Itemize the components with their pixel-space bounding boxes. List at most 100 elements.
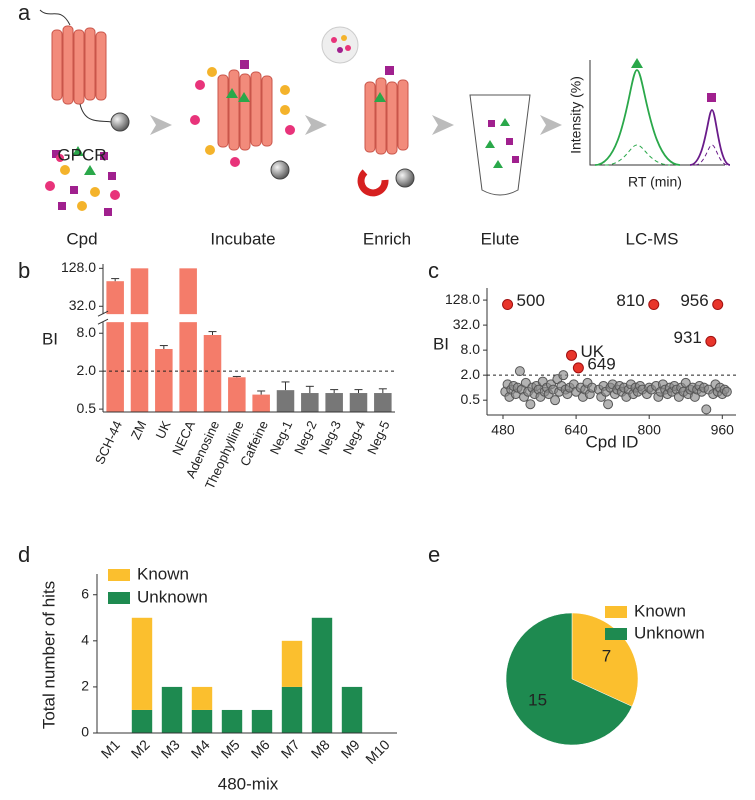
y-tick-label: 8.0	[77, 324, 97, 340]
enrich-icon	[321, 26, 415, 197]
y-tick-label: 2.0	[461, 366, 481, 382]
axis-label: Intensity (%)	[568, 76, 584, 154]
y-tick-label: 0.5	[461, 391, 481, 407]
point-label: UK	[581, 342, 605, 361]
axis-break-mark	[97, 310, 109, 317]
y-tick-label: 128.0	[445, 291, 480, 307]
compound-icons	[45, 146, 120, 216]
x-tick-label: Neg-5	[364, 418, 393, 456]
x-tick-label: M4	[188, 736, 213, 761]
legend-label: Unknown	[137, 587, 208, 606]
bar	[325, 393, 343, 412]
panel-letter: d	[18, 542, 30, 567]
y-tick-label: 32.0	[453, 316, 480, 332]
bar-segment	[341, 686, 363, 733]
panel-letter: e	[428, 542, 440, 567]
x-tick-label: M1	[98, 736, 123, 761]
legend-swatch	[605, 628, 627, 640]
incubate-icon	[190, 60, 295, 180]
point-label: 500	[517, 291, 545, 310]
axis-label: RT (min)	[628, 174, 682, 190]
y-tick-label: 128.0	[61, 259, 96, 275]
x-tick-label: 800	[638, 422, 662, 438]
diagram-label: GPCR	[57, 145, 106, 164]
panel-letter: c	[428, 258, 439, 283]
x-tick-label: M6	[248, 736, 273, 761]
bar-segment	[191, 686, 213, 710]
bar-segment	[161, 686, 183, 733]
point	[701, 404, 712, 415]
y-tick-label: 32.0	[69, 297, 96, 313]
legend-swatch	[108, 569, 130, 581]
bar	[203, 335, 222, 412]
bar	[106, 281, 124, 412]
y-tick-label: 2.0	[77, 362, 97, 378]
x-tick-label: 960	[711, 422, 735, 438]
legend-swatch	[605, 606, 627, 618]
x-tick-label: M8	[308, 736, 333, 761]
bar	[276, 390, 295, 412]
panel-letter: a	[18, 0, 31, 25]
y-tick-label: 0	[81, 724, 89, 740]
point	[558, 370, 569, 381]
x-tick-label: UK	[152, 418, 173, 441]
diagram-label: LC-MS	[626, 229, 679, 248]
bar-segment	[131, 617, 153, 710]
x-tick-label: 640	[564, 422, 588, 438]
y-tick-label: 2	[81, 678, 89, 694]
point	[502, 299, 514, 311]
bar	[301, 393, 319, 412]
legend-label: Known	[634, 601, 686, 620]
bar	[252, 394, 270, 412]
bar	[228, 377, 246, 412]
legend-label: Unknown	[634, 623, 705, 642]
y-axis-label: BI	[433, 334, 449, 353]
y-tick-label: 0.5	[77, 400, 97, 416]
slice-label: 7	[602, 646, 611, 665]
y-tick-label: 6	[81, 585, 89, 601]
point	[603, 399, 614, 410]
point	[514, 366, 525, 377]
x-tick-label: M10	[362, 736, 393, 767]
bar-segment	[281, 686, 303, 733]
chromatogram-icon	[589, 58, 731, 166]
point	[721, 386, 732, 397]
y-axis-label: BI	[42, 329, 58, 348]
x-tick-label: ZM	[128, 418, 150, 441]
x-axis-label: Cpd ID	[586, 432, 639, 451]
bar	[155, 348, 173, 412]
legend-label: Known	[137, 564, 189, 583]
bar	[130, 268, 149, 412]
point	[525, 399, 536, 410]
slice-label: 15	[528, 691, 547, 710]
bar-segment	[281, 640, 303, 687]
y-tick-label: 8.0	[461, 341, 481, 357]
x-tick-label: SCH-44	[92, 418, 125, 466]
gpcr-icon	[39, 9, 130, 132]
axis-break-gap	[97, 314, 397, 323]
diagram-label: Elute	[481, 229, 520, 248]
point	[712, 299, 724, 311]
point	[550, 395, 561, 406]
diagram-label: Cpd	[66, 229, 97, 248]
y-axis-label: Total number of hits	[39, 581, 58, 729]
elute-icon	[469, 94, 531, 196]
point	[566, 349, 578, 361]
point	[572, 362, 584, 374]
x-tick-label: 480	[491, 422, 515, 438]
pie-slice	[505, 612, 633, 746]
bar-segment	[131, 709, 153, 733]
point-label: 931	[673, 328, 701, 347]
x-tick-label: M9	[338, 736, 363, 761]
x-tick-label: M3	[158, 736, 183, 761]
x-tick-label: M5	[218, 736, 243, 761]
bar-segment	[221, 709, 243, 733]
x-tick-label: M2	[128, 736, 153, 761]
point-label: 956	[680, 291, 708, 310]
diagram-label: Incubate	[210, 229, 275, 248]
point	[648, 299, 660, 311]
bar-segment	[251, 709, 273, 733]
arrows	[150, 115, 562, 135]
point-label: 649	[587, 354, 615, 373]
